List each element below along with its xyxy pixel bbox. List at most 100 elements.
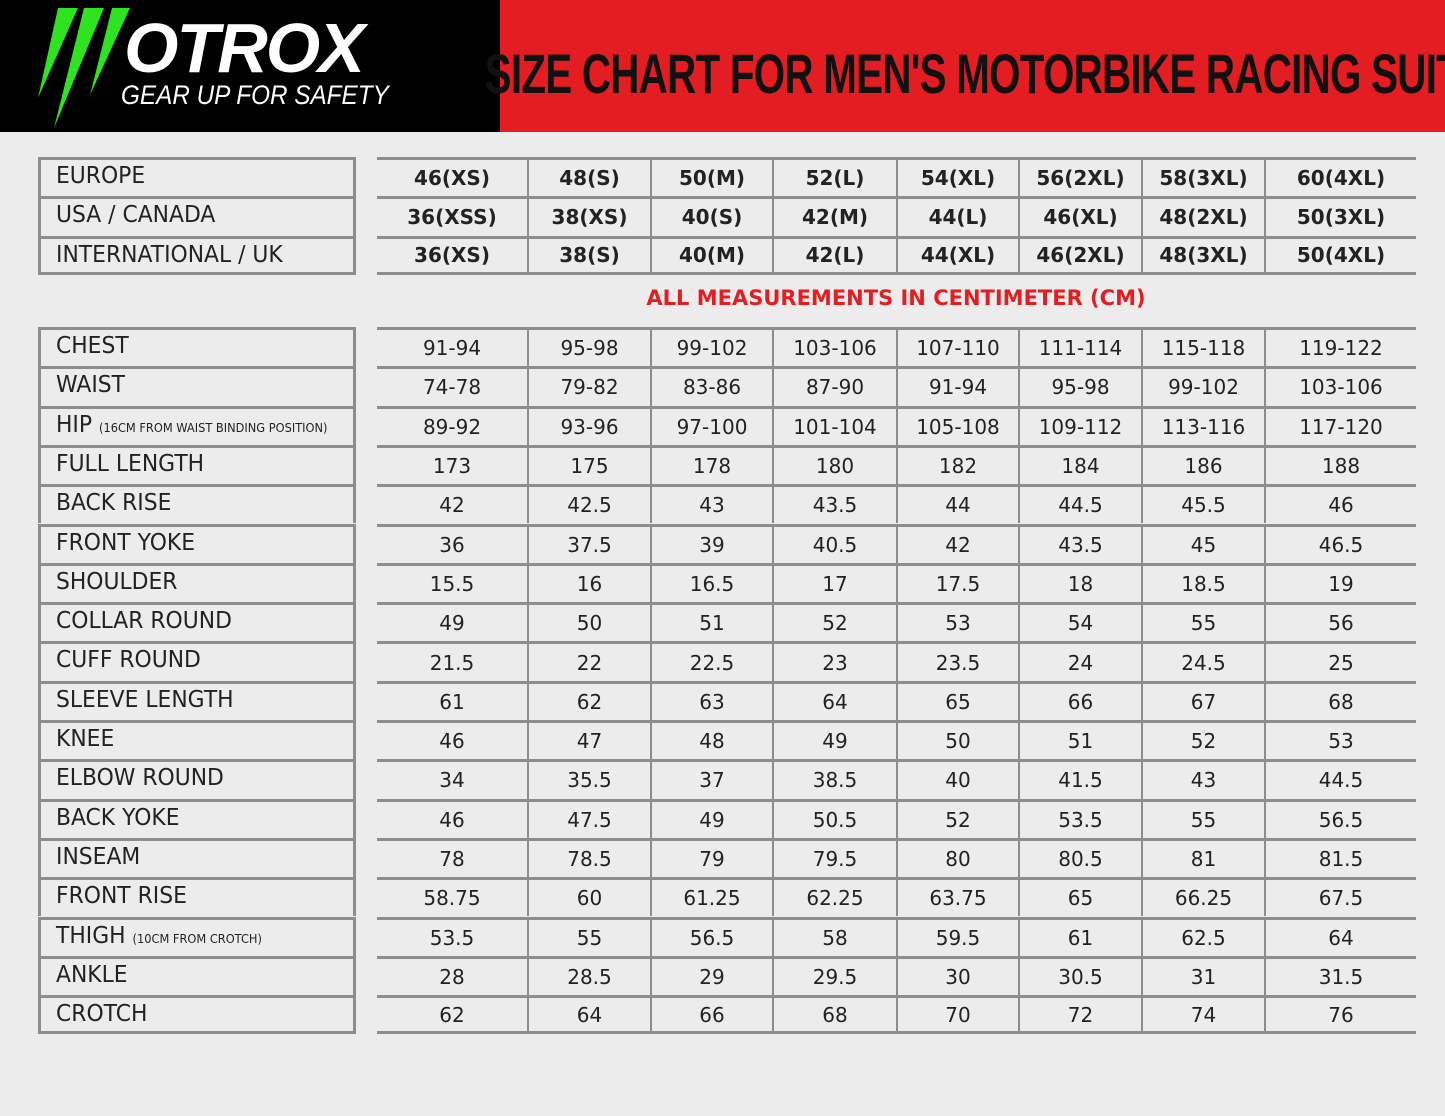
table-cell: 70 — [896, 998, 1018, 1032]
row-label: SLEEVE LENGTH — [38, 680, 356, 720]
table-cell: 95-98 — [527, 330, 650, 367]
table-row: 58.75 60 61.25 62.25 63.75 65 66.25 67.5 — [377, 877, 1416, 917]
table-cell: 54 — [1018, 605, 1141, 642]
table-cell: 40(S) — [650, 199, 772, 236]
table-row: 173 175 178 180 182 184 186 188 — [377, 444, 1416, 485]
table-cell: 48 — [650, 723, 772, 760]
table-cell: 178 — [650, 447, 772, 485]
label-main: EUROPE — [56, 163, 146, 189]
table-cell: 43 — [650, 487, 772, 524]
row-label-text: KNEE — [56, 726, 114, 752]
row-label-text: INTERNATIONAL / UK — [56, 242, 283, 268]
table-cell: 97-100 — [650, 408, 772, 445]
table-row: 78 78.5 79 79.5 80 80.5 81 81.5 — [377, 837, 1416, 878]
measurement-unit-note: ALL MEASUREMENTS IN CENTIMETER (CM) — [646, 286, 1146, 310]
table-cell: 46(2XL) — [1018, 238, 1141, 272]
size-conversion-table: 46(XS) 48(S) 50(M) 52(L) 54(XL) 56(2XL) 58(3XL… — [377, 157, 1416, 275]
table-cell: 53 — [1264, 723, 1416, 760]
table-cell: 55 — [1141, 605, 1264, 642]
row-label: CROTCH — [38, 995, 356, 1035]
row-label: SHOULDER — [38, 562, 356, 603]
table-cell: 115-118 — [1141, 330, 1264, 367]
table-row: 34 35.5 37 38.5 40 41.5 43 44.5 — [377, 759, 1416, 799]
table-cell: 36(XS) — [414, 243, 490, 268]
row-label-text: COLLAR ROUND — [56, 608, 232, 634]
row-label-text: HIP (16CM FROM WAIST BINDING POSITION) — [56, 412, 327, 438]
table-cell: 31.5 — [1264, 958, 1416, 996]
table-cell: 42 — [439, 493, 465, 518]
table-cell: 34 — [439, 768, 465, 793]
size-system-labels: EUROPE USA / CANADA INTERNATIONAL / UK — [38, 157, 356, 275]
table-row: 53.5 55 56.5 58 59.5 61 62.5 64 — [377, 916, 1416, 956]
table-cell: 80.5 — [1018, 840, 1141, 878]
label-main: FRONT YOKE — [56, 529, 196, 556]
page-title: SIZE CHART FOR MEN'S MOTORBIKE RACING SU… — [484, 41, 1445, 105]
row-label-text: FRONT YOKE — [56, 530, 195, 556]
table-cell: 47 — [527, 723, 650, 760]
label-main: FRONT RISE — [56, 883, 187, 910]
table-cell: 186 — [1141, 447, 1264, 485]
table-cell: 24.5 — [1141, 644, 1264, 681]
row-label-text: CHEST — [56, 333, 129, 359]
table-cell: 64 — [527, 998, 650, 1032]
table-cell: 39 — [650, 526, 772, 563]
table-cell: 44 — [896, 487, 1018, 524]
table-cell: 48(2XL) — [1141, 199, 1264, 236]
table-cell: 80 — [896, 840, 1018, 878]
table-cell: 56.5 — [1264, 801, 1416, 838]
table-cell: 17.5 — [896, 565, 1018, 603]
row-label-text: ANKLE — [56, 962, 128, 988]
table-cell: 29.5 — [772, 958, 896, 996]
table-cell: 180 — [772, 447, 896, 485]
table-row: 91-94 95-98 99-102 103-106 107-110 111-114 115… — [377, 327, 1416, 367]
brand-tagline: GEAR UP FOR SAFETY — [121, 80, 389, 110]
row-label: CUFF ROUND — [38, 641, 356, 681]
table-cell: 18 — [1018, 565, 1141, 603]
table-row: 15.5 16 16.5 17 17.5 18 18.5 19 — [377, 562, 1416, 603]
table-cell: 44(L) — [896, 199, 1018, 236]
row-label-text: FRONT RISE — [56, 883, 187, 909]
table-cell: 105-108 — [896, 408, 1018, 445]
table-cell: 55 — [527, 919, 650, 956]
table-cell: 30 — [896, 958, 1018, 996]
table-row: 36(XSS) 38(XS) 40(S) 42(M) 44(L) 46(XL) 48(2XL… — [377, 196, 1416, 236]
row-label: BACK YOKE — [38, 798, 356, 838]
table-cell: 29 — [650, 958, 772, 996]
table-row: 36(XS) 38(S) 40(M) 42(L) 44(XL) 46(2XL) 48(3XL… — [377, 235, 1416, 275]
table-cell: 25 — [1264, 644, 1416, 681]
table-cell: 48(3XL) — [1141, 238, 1264, 272]
table-cell: 99-102 — [650, 330, 772, 367]
row-label-text: BACK RISE — [56, 490, 171, 516]
table-row: 46 47.5 49 50.5 52 53.5 55 56.5 — [377, 798, 1416, 838]
label-main: HIP — [56, 411, 93, 438]
table-cell: 64 — [772, 683, 896, 720]
table-cell: 58 — [772, 919, 896, 956]
table-row: 21.5 22 22.5 23 23.5 24 24.5 25 — [377, 641, 1416, 681]
table-cell: 83-86 — [650, 369, 772, 406]
table-cell: 48(S) — [527, 160, 650, 197]
table-cell: 43.5 — [1018, 526, 1141, 563]
measurement-labels: CHEST WAIST HIP (16CM FROM WAIST BINDING P… — [38, 327, 356, 1035]
table-row: 36 37.5 39 40.5 42 43.5 45 46.5 — [377, 523, 1416, 563]
row-label: ANKLE — [38, 955, 356, 996]
row-label-text: CROTCH — [56, 1001, 147, 1027]
label-main: INSEAM — [56, 843, 141, 870]
table-cell: 50 — [896, 723, 1018, 760]
label-main: INTERNATIONAL / UK — [56, 241, 283, 268]
table-cell: 47.5 — [527, 801, 650, 838]
label-main: SHOULDER — [56, 568, 178, 595]
table-cell: 175 — [527, 447, 650, 485]
table-cell: 109-112 — [1018, 408, 1141, 445]
table-cell: 67.5 — [1264, 880, 1416, 917]
table-cell: 36(XSS) — [407, 205, 497, 230]
table-cell: 52 — [772, 605, 896, 642]
measurement-table: 91-94 95-98 99-102 103-106 107-110 111-114 115… — [377, 327, 1416, 1035]
table-cell: 52(L) — [772, 160, 896, 197]
table-cell: 93-96 — [527, 408, 650, 445]
row-label-text: SLEEVE LENGTH — [56, 687, 234, 713]
label-sub: (16CM FROM WAIST BINDING POSITION) — [99, 420, 328, 435]
table-cell: 58.75 — [423, 886, 481, 911]
label-sub: (10CM FROM CROTCH) — [132, 931, 262, 946]
row-label-text: THIGH (10CM FROM CROTCH) — [56, 923, 262, 949]
table-cell: 42 — [896, 526, 1018, 563]
